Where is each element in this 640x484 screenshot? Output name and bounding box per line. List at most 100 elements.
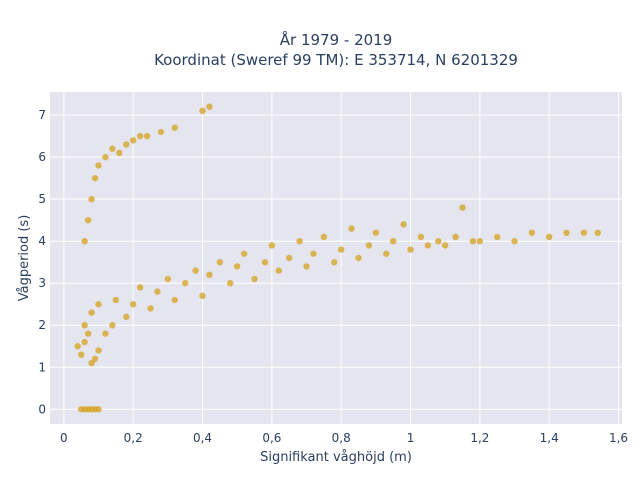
data-point bbox=[143, 132, 151, 140]
y-tick-label: 5 bbox=[38, 192, 46, 206]
data-point bbox=[206, 271, 213, 279]
data-point bbox=[199, 107, 206, 115]
data-point bbox=[511, 237, 518, 245]
y-tick-label: 6 bbox=[38, 150, 46, 164]
data-point bbox=[594, 229, 601, 236]
data-point bbox=[192, 267, 199, 274]
data-point bbox=[136, 284, 144, 291]
data-point bbox=[286, 254, 293, 262]
x-tick-label: 1 bbox=[407, 431, 415, 445]
data-point bbox=[102, 153, 109, 161]
data-point bbox=[154, 288, 161, 295]
data-point bbox=[331, 259, 338, 266]
grid-lines bbox=[50, 92, 622, 424]
data-point bbox=[417, 233, 425, 241]
x-tick-label: 1,4 bbox=[540, 431, 559, 445]
data-point bbox=[372, 229, 380, 236]
data-point bbox=[81, 338, 88, 346]
data-point bbox=[546, 233, 553, 241]
data-point bbox=[494, 233, 501, 241]
data-point bbox=[109, 322, 116, 329]
data-point bbox=[469, 237, 477, 245]
data-point bbox=[91, 355, 99, 363]
data-point bbox=[206, 103, 213, 110]
data-point bbox=[227, 280, 234, 287]
data-point bbox=[123, 313, 130, 321]
y-tick-label: 3 bbox=[38, 276, 46, 290]
data-point bbox=[310, 250, 317, 257]
data-point bbox=[390, 237, 397, 245]
x-tick-label: 0,6 bbox=[262, 431, 281, 445]
x-tick-label: 0 bbox=[60, 431, 68, 445]
data-point bbox=[102, 330, 109, 337]
data-point bbox=[452, 233, 459, 241]
y-axis-label: Vågperiod (s) bbox=[17, 215, 32, 302]
data-point bbox=[88, 309, 95, 316]
y-tick-label: 2 bbox=[38, 318, 46, 332]
data-point bbox=[171, 296, 178, 304]
data-point bbox=[442, 242, 449, 249]
y-tick-label: 7 bbox=[38, 108, 46, 122]
data-point bbox=[261, 259, 269, 266]
data-point bbox=[171, 124, 178, 131]
data-point bbox=[234, 263, 241, 270]
data-point bbox=[95, 301, 102, 308]
data-point bbox=[88, 359, 95, 367]
data-point bbox=[240, 250, 248, 257]
data-point bbox=[435, 237, 442, 245]
data-point bbox=[81, 237, 88, 245]
y-tick-label: 0 bbox=[38, 402, 46, 416]
y-tick-label: 1 bbox=[38, 360, 46, 374]
y-tick-label: 4 bbox=[38, 234, 46, 248]
x-tick-label: 1,6 bbox=[609, 431, 628, 445]
data-point bbox=[424, 242, 432, 249]
data-point bbox=[81, 322, 88, 329]
data-point bbox=[116, 149, 123, 157]
data-point bbox=[164, 275, 172, 283]
chart-title-line2: Koordinat (Sweref 99 TM): E 353714, N 62… bbox=[154, 51, 518, 69]
data-point bbox=[95, 347, 102, 354]
data-point bbox=[251, 275, 258, 283]
data-point bbox=[459, 204, 466, 211]
data-point bbox=[95, 162, 102, 169]
data-point bbox=[268, 242, 276, 249]
plot-area bbox=[50, 92, 622, 424]
data-point bbox=[88, 195, 95, 203]
data-point bbox=[563, 229, 570, 236]
data-point bbox=[84, 330, 92, 337]
data-point bbox=[130, 137, 137, 144]
x-tick-label: 0,8 bbox=[332, 431, 351, 445]
chart-title-line1: År 1979 - 2019 bbox=[280, 30, 393, 49]
data-point bbox=[112, 296, 120, 304]
data-point bbox=[74, 343, 81, 350]
x-tick-label: 1,2 bbox=[470, 431, 489, 445]
data-point bbox=[91, 174, 99, 182]
data-point bbox=[580, 229, 588, 236]
data-point bbox=[130, 301, 137, 308]
data-point bbox=[147, 305, 154, 312]
data-point bbox=[338, 246, 345, 253]
data-point bbox=[365, 242, 373, 249]
data-point bbox=[275, 267, 282, 274]
data-point bbox=[84, 216, 92, 224]
data-point bbox=[182, 280, 189, 287]
data-point bbox=[355, 254, 362, 262]
data-point bbox=[476, 237, 484, 245]
data-point bbox=[136, 132, 144, 140]
data-point bbox=[157, 128, 165, 136]
x-axis-label: Signifikant våghöjd (m) bbox=[260, 450, 412, 465]
data-point bbox=[296, 237, 303, 245]
data-point bbox=[348, 225, 355, 232]
data-point bbox=[407, 246, 414, 253]
x-axis-ticks: 0 0,2 0,4 0,6 0,8 1 1,2 1,4 1,6 bbox=[60, 431, 628, 445]
data-point bbox=[216, 259, 224, 266]
data-point bbox=[400, 221, 407, 228]
data-point bbox=[123, 141, 130, 148]
x-tick-label: 0,2 bbox=[124, 431, 143, 445]
x-tick-label: 0,4 bbox=[193, 431, 212, 445]
data-point bbox=[383, 250, 390, 257]
data-point bbox=[320, 233, 328, 241]
data-point bbox=[199, 292, 206, 300]
data-point bbox=[78, 351, 85, 358]
